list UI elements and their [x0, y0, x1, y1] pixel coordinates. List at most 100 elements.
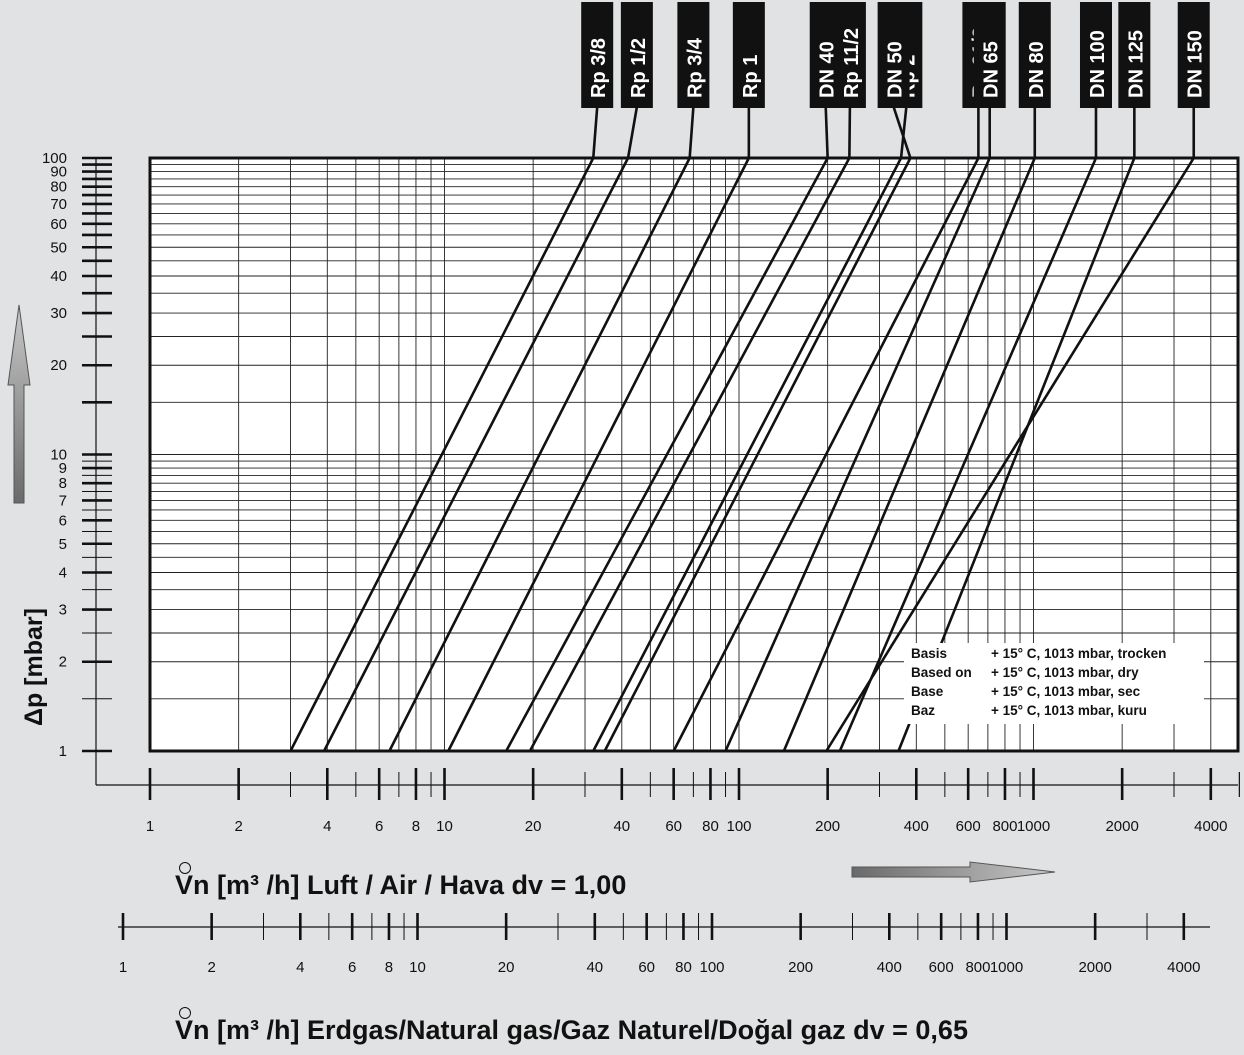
y-axis-title: Δp [mbar] — [20, 608, 49, 726]
tag-label: DN 100 — [1087, 30, 1109, 98]
x-axis-gas-title-text: Vn [m³ /h] Erdgas/Natural gas/Gaz Nature… — [175, 1015, 968, 1045]
x-tick-label-air: 600 — [956, 818, 981, 835]
x-tick-label-air: 8 — [412, 818, 420, 835]
series-line — [603, 157, 912, 752]
tag-leader — [626, 106, 639, 159]
legend-value: + 15° C, 1013 mbar, trocken — [991, 646, 1167, 661]
x-axis-air: 1 2 4 6 8 10 20 40 60 80 100 200 400 600 800 1000 2000 40… — [96, 768, 1240, 835]
y-tick-label: 50 — [50, 239, 67, 256]
legend-key: Base — [911, 684, 944, 699]
x-tick-label-air: 2000 — [1105, 818, 1138, 835]
series-line — [289, 157, 595, 752]
x-tick-label-gas: 40 — [586, 959, 603, 976]
legend-key: Baz — [911, 703, 936, 718]
tag-leader — [899, 106, 908, 159]
series-line — [505, 157, 829, 752]
legend-value: + 15° C, 1013 mbar, dry — [991, 665, 1139, 680]
x-tick-label-gas: 600 — [929, 959, 954, 976]
y-tick-label: 30 — [50, 305, 67, 322]
x-tick-label-air: 20 — [525, 818, 542, 835]
vdot-air-icon — [179, 862, 191, 874]
x-axis-arrow-icon — [851, 861, 1056, 883]
y-tick-label: 70 — [50, 196, 67, 213]
tag-leader — [892, 106, 912, 159]
tag-label: DN 50 — [885, 41, 907, 98]
grid — [150, 158, 1238, 751]
x-tick-label-air: 200 — [815, 818, 840, 835]
y-tick-label: 5 — [59, 536, 67, 553]
y-tick-label: 6 — [59, 512, 67, 529]
x-tick-label-gas: 2 — [207, 959, 215, 976]
y-tick-label: 20 — [50, 357, 67, 374]
vdot-gas-icon — [179, 1007, 191, 1019]
x-axis-gas: 1 2 4 6 8 10 20 40 60 80 100 200 400 600 800 1000 2000 40… — [118, 913, 1210, 976]
tag-box — [1177, 2, 1210, 108]
tag-label: DN 65 — [981, 41, 1003, 98]
tag-box — [1079, 2, 1112, 108]
tag-label: DN 80 — [1026, 41, 1048, 98]
legend-row: Baz + 15° C, 1013 mbar, kuru — [911, 703, 1147, 719]
tag-leader — [591, 106, 599, 159]
legend-value: + 15° C, 1013 mbar, kuru — [991, 703, 1147, 718]
legend-row: Based on + 15° C, 1013 mbar, dry — [911, 665, 1139, 681]
tag-box — [1118, 2, 1151, 108]
tag-label: DN 125 — [1125, 30, 1147, 98]
y-axis-title-text: Δp [mbar] — [20, 608, 48, 726]
tag-label: Rp 3/8 — [588, 38, 610, 98]
x-tick-label-gas: 4 — [296, 959, 304, 976]
series-line — [528, 157, 851, 752]
y-tick-label: 4 — [59, 564, 67, 581]
series-line — [592, 157, 903, 752]
x-tick-label-gas: 200 — [788, 959, 813, 976]
x-axis-air-title: Vn [m³ /h] Luft / Air / Hava dv = 1,00 — [175, 870, 626, 901]
series-line — [825, 157, 1195, 752]
x-tick-label-air: 1 — [146, 818, 154, 835]
tag-label: Rp 11/2 — [841, 28, 863, 98]
tag-leader — [848, 106, 852, 159]
legend-value: + 15° C, 1013 mbar, sec — [991, 684, 1141, 699]
x-tick-label-gas: 80 — [675, 959, 692, 976]
tag-box — [833, 2, 866, 108]
y-tick-label: 1 — [59, 743, 67, 760]
tag-label: Rp 3/4 — [684, 37, 706, 98]
y-tick-label: 100 — [42, 150, 67, 167]
series-line — [447, 157, 751, 752]
series-line — [388, 157, 691, 752]
x-tick-label-gas: 10 — [409, 959, 426, 976]
x-tick-label-gas: 6 — [348, 959, 356, 976]
plot-frame — [148, 156, 1240, 753]
y-tick-label: 90 — [50, 164, 67, 181]
x-tick-label-gas: 4000 — [1167, 959, 1200, 976]
x-tick-label-gas: 400 — [877, 959, 902, 976]
tag-box — [877, 2, 910, 108]
y-tick-label: 3 — [59, 602, 67, 619]
y-tick-label: 60 — [50, 216, 67, 233]
y-tick-label: 8 — [59, 475, 67, 492]
series-line — [724, 157, 991, 752]
x-tick-label-gas: 8 — [385, 959, 393, 976]
tag-label: DN 40 — [817, 41, 839, 98]
tag-box — [1018, 2, 1051, 108]
tag-label: Rp 1 — [740, 55, 762, 98]
tag-box — [620, 2, 653, 108]
y-tick-label: 40 — [50, 268, 67, 285]
x-tick-label-gas: 1000 — [990, 959, 1023, 976]
tag-leader — [688, 106, 695, 159]
x-tick-label-air: 4 — [323, 818, 331, 835]
series-lines — [289, 157, 1195, 752]
tag-leader — [824, 106, 829, 159]
x-tick-label-air: 40 — [613, 818, 630, 835]
tag-box — [677, 2, 710, 108]
y-tick-label: 2 — [59, 654, 67, 671]
tag-label: DN 150 — [1185, 30, 1207, 98]
x-tick-label-air: 1000 — [1017, 818, 1050, 835]
conditions-legend: Basis + 15° C, 1013 mbar, trocken Based o… — [904, 643, 1204, 724]
tag-box — [973, 2, 1006, 108]
y-axis-arrow-icon — [7, 304, 31, 504]
x-tick-label-air: 800 — [992, 818, 1017, 835]
x-tick-label-air: 400 — [904, 818, 929, 835]
y-tick-label: 10 — [50, 447, 67, 464]
